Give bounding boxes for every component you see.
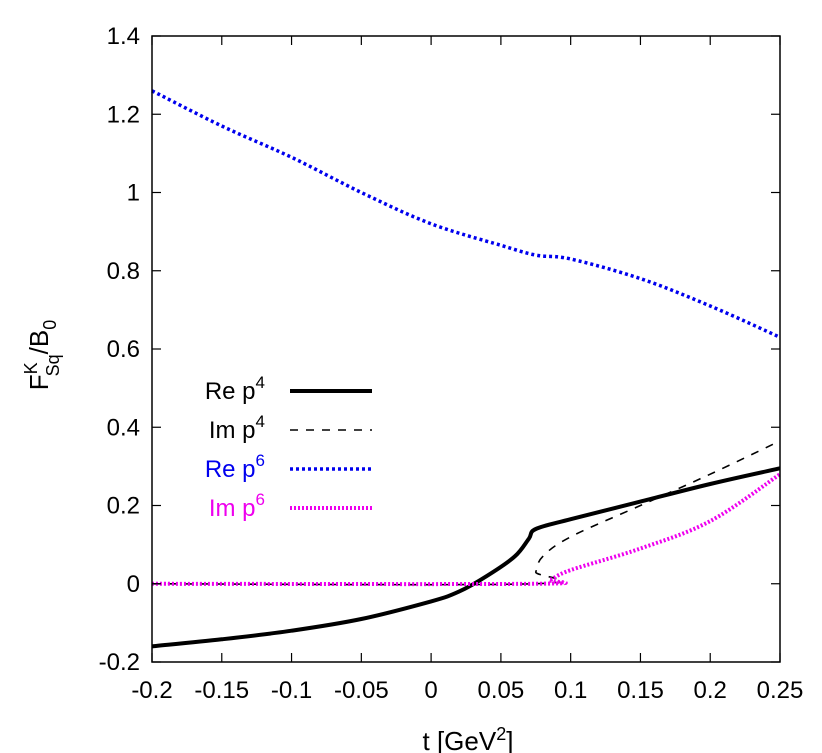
y-axis-label-sub: Sq [43, 354, 63, 376]
legend-label-sup: 4 [256, 373, 265, 392]
legend-label-sup: 6 [256, 451, 265, 470]
x-tick-label: 0.2 [694, 677, 727, 704]
legend-label-im6: Im p6 [209, 490, 265, 522]
y-tick-label: 1.2 [107, 101, 140, 128]
x-tick-label: -0.2 [131, 677, 172, 704]
legend-label-text: Re p [205, 456, 256, 483]
legend-label-sup: 6 [256, 490, 265, 509]
legend-label-re6: Re p6 [205, 451, 265, 483]
x-tick-label: 0 [424, 677, 437, 704]
y-axis-label-base: F [24, 374, 54, 390]
legend-label-im4: Im p4 [209, 412, 265, 444]
series-line-re4 [151, 466, 781, 649]
legend-label-text: Im p [209, 417, 256, 444]
x-axis-label-suffix: ] [506, 726, 513, 753]
y-tick-label: 1.4 [107, 23, 140, 50]
series-line-im4 [151, 440, 781, 586]
y-tick-label: 0.2 [107, 493, 140, 520]
y-tick-label: 0.4 [107, 414, 140, 441]
y-axis-label-sup: K [21, 362, 41, 374]
x-tick-label: 0.1 [554, 677, 587, 704]
x-axis-label: t [GeV2] [423, 724, 514, 753]
x-axis-label-sup: 2 [496, 724, 506, 744]
y-axis-label: FK Sq/B0 [21, 320, 63, 391]
x-tick-label: 0.05 [478, 677, 525, 704]
x-tick-label: 0.15 [617, 677, 664, 704]
y-axis-label-rest: /B [24, 330, 54, 355]
legend-label-text: Re p [205, 378, 256, 405]
legend-label-text: Im p [209, 495, 256, 522]
y-tick-label: 0.8 [107, 258, 140, 285]
plot-frame [151, 35, 781, 663]
x-tick-label: 0.25 [757, 677, 804, 704]
y-tick-label: 0 [127, 571, 140, 598]
y-tick-label: 1 [127, 180, 140, 207]
legend-label-re4: Re p4 [205, 373, 265, 405]
series-layer [151, 89, 782, 649]
y-axis-label-rest-sub: 0 [40, 320, 60, 330]
y-tick-label: 0.6 [107, 336, 140, 363]
x-axis-label-prefix: t [GeV [423, 726, 497, 753]
series-line-re6 [151, 89, 781, 339]
x-tick-label: -0.05 [334, 677, 389, 704]
series-line-im6 [151, 472, 782, 587]
y-tick-label: -0.2 [99, 649, 140, 676]
x-tick-label: -0.15 [194, 677, 249, 704]
x-tick-label: -0.1 [271, 677, 312, 704]
tick-layer: -0.2 -0.15 -0.1 -0.05 0 0.05 0.1 0.15 0.2 0.25 -0.… [99, 23, 804, 704]
legend-label-sup: 4 [256, 412, 265, 431]
